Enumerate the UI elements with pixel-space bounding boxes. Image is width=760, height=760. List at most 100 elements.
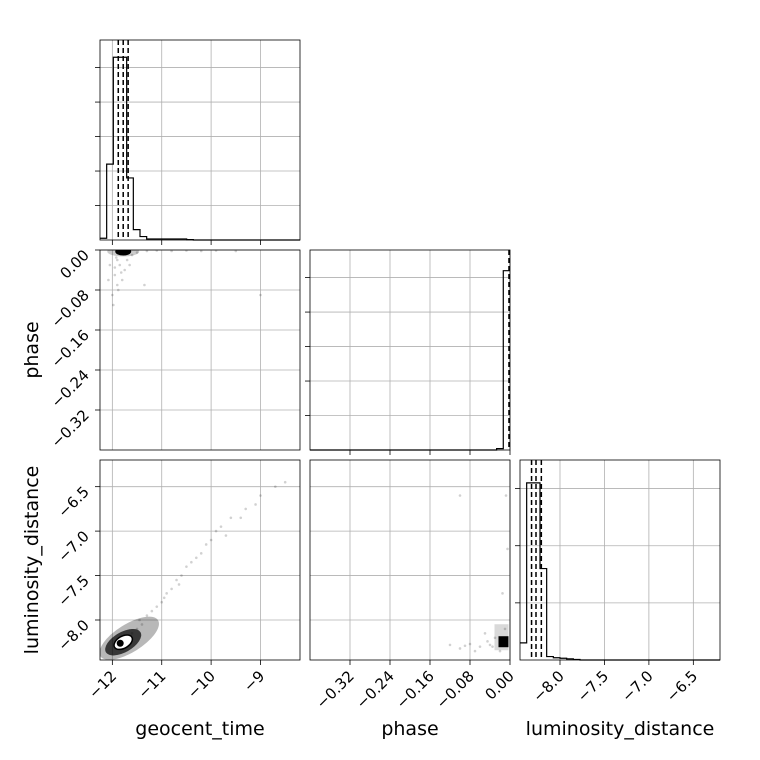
scatter-point — [498, 649, 502, 653]
histogram-step — [310, 270, 510, 451]
density-peak — [498, 636, 509, 648]
scatter-point — [244, 507, 247, 511]
x-tick-label: −12 — [85, 667, 120, 702]
scatter-point — [115, 283, 119, 287]
scatter-point — [118, 263, 122, 267]
scatter-point — [108, 263, 112, 267]
x-tick-label: −0.32 — [313, 667, 358, 712]
y-axis-label: luminosity_distance — [21, 466, 43, 655]
x-tick-label: −11 — [134, 667, 169, 702]
scatter-point — [468, 642, 472, 646]
histogram-geocent_time — [95, 39, 301, 245]
scatter-point — [458, 647, 462, 650]
scatter-point — [259, 494, 262, 497]
y-tick-label: −0.16 — [48, 326, 93, 371]
scatter-geocent_time-phase — [95, 249, 301, 451]
scatter-point — [170, 587, 173, 591]
scatter-point — [214, 250, 218, 252]
x-tick-label: −9 — [240, 667, 268, 695]
scatter-point — [229, 516, 233, 520]
scatter-point — [177, 583, 181, 586]
panel-frame — [99, 39, 301, 241]
scatter-point — [115, 258, 119, 262]
panel-frame — [309, 249, 511, 451]
x-tick-label: −7.0 — [618, 667, 656, 705]
scatter-point — [224, 534, 228, 537]
scatter-point — [239, 516, 243, 520]
panel-frame — [519, 459, 721, 661]
scatter-point — [107, 278, 110, 282]
scatter-point — [135, 251, 139, 254]
y-tick-label: −0.24 — [48, 366, 93, 411]
scatter-point — [120, 278, 124, 282]
scatter-point — [190, 560, 193, 564]
scatter-point — [483, 632, 487, 635]
scatter-point — [113, 273, 117, 277]
x-tick-label: −7.5 — [574, 667, 612, 705]
scatter-point — [175, 578, 178, 582]
scatter-geocent_time-luminosity_distance — [95, 459, 301, 665]
scatter-point — [493, 636, 497, 640]
x-tick-label: −0.24 — [353, 667, 398, 712]
scatter-point — [125, 258, 129, 262]
x-axis-label: geocent_time — [135, 718, 264, 740]
scatter-point — [488, 643, 492, 647]
scatter-point — [473, 649, 477, 653]
y-tick-label: −0.08 — [48, 286, 93, 331]
x-tick-label: −0.08 — [433, 667, 478, 712]
scatter-point — [162, 596, 166, 600]
scatter-point — [113, 266, 117, 269]
y-axis-label: phase — [21, 321, 43, 378]
scatter-point — [145, 250, 149, 253]
histogram-phase — [305, 249, 511, 455]
scatter-point — [123, 268, 126, 272]
x-tick-label: 0.00 — [481, 667, 517, 703]
scatter-point — [138, 618, 141, 622]
scatter-point — [199, 552, 203, 555]
y-tick-label: −0.32 — [48, 406, 93, 451]
scatter-point — [478, 645, 482, 648]
scatter-phase-luminosity_distance — [309, 459, 511, 665]
x-tick-label: −10 — [184, 667, 219, 702]
scatter-point — [199, 250, 203, 253]
scatter-point — [180, 574, 183, 577]
scatter-point — [116, 288, 120, 292]
scatter-point — [150, 609, 154, 613]
scatter-point — [155, 250, 159, 252]
x-tick-label: −0.16 — [393, 667, 438, 712]
y-tick-label: −8.0 — [54, 616, 92, 654]
scatter-point — [486, 640, 489, 643]
scatter-point — [234, 250, 238, 253]
scatter-point — [130, 253, 134, 257]
panel-frame — [99, 249, 301, 451]
scatter-point — [214, 529, 218, 533]
scatter-point — [504, 494, 508, 497]
scatter-point — [283, 480, 287, 484]
scatter-point — [170, 250, 173, 253]
density-peak — [115, 250, 132, 256]
scatter-point — [143, 283, 146, 287]
scatter-point — [185, 250, 188, 252]
panel-frame — [309, 459, 511, 661]
scatter-point — [145, 614, 149, 617]
histogram-luminosity_distance — [515, 459, 721, 665]
y-tick-label: 0.00 — [56, 246, 92, 282]
scatter-point — [165, 592, 168, 595]
x-tick-label: −8.0 — [529, 667, 567, 705]
scatter-point — [458, 494, 462, 497]
y-tick-label: −6.5 — [54, 483, 92, 521]
scatter-point — [448, 643, 452, 647]
scatter-point — [111, 293, 114, 297]
histogram-step — [520, 482, 720, 661]
scatter-point — [112, 303, 115, 307]
x-tick-label: −6.5 — [663, 667, 701, 705]
scatter-point — [114, 256, 118, 259]
scatter-point — [463, 644, 467, 648]
scatter-point — [506, 547, 509, 551]
scatter-point — [259, 293, 262, 297]
y-tick-label: −7.0 — [54, 527, 92, 565]
density-peak — [116, 639, 124, 647]
y-tick-label: −7.5 — [54, 572, 92, 610]
scatter-point — [503, 627, 507, 631]
